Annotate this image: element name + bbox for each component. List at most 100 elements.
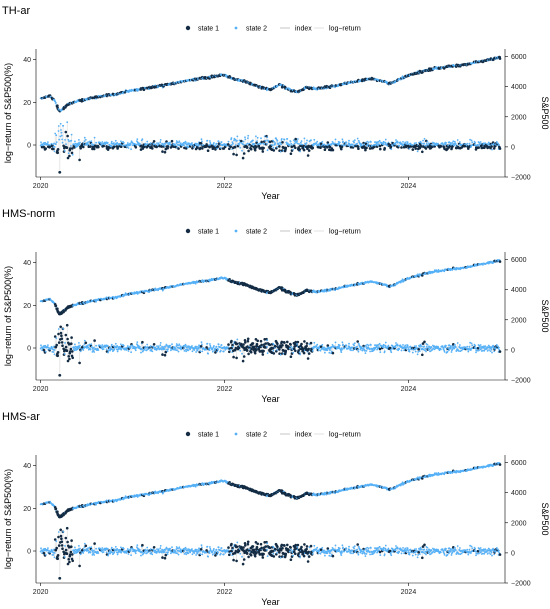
return-point — [87, 346, 90, 349]
return-point — [196, 349, 199, 352]
return-point — [79, 350, 82, 353]
return-point — [136, 138, 139, 141]
y2-tick-label-5: 6000 — [511, 257, 527, 264]
return-point — [289, 343, 292, 346]
return-point — [253, 351, 257, 355]
return-point — [149, 347, 152, 350]
x-axis-label: Year — [261, 394, 279, 404]
return-point — [298, 351, 301, 354]
return-point — [474, 141, 477, 144]
return-point — [453, 144, 456, 147]
return-point — [205, 348, 208, 351]
return-point — [166, 142, 169, 144]
return-point — [101, 344, 104, 346]
return-point — [452, 140, 455, 143]
return-point — [357, 147, 360, 150]
return-point — [490, 145, 493, 148]
return-point — [253, 345, 256, 349]
return-point — [421, 345, 423, 348]
return-point — [169, 344, 172, 347]
return-point — [114, 139, 117, 142]
return-point — [60, 334, 63, 338]
legend-label-4: log−return — [329, 229, 361, 236]
return-point — [305, 344, 308, 348]
return-point — [302, 148, 306, 152]
return-point — [278, 348, 281, 351]
return-point — [288, 144, 291, 147]
return-point — [57, 125, 60, 127]
return-point — [166, 145, 170, 148]
return-point — [286, 142, 289, 145]
return-point — [139, 143, 141, 145]
return-point — [231, 141, 234, 144]
return-point — [193, 349, 196, 351]
return-point — [256, 140, 258, 143]
return-point — [425, 350, 427, 353]
return-point — [315, 142, 318, 145]
return-point — [383, 350, 386, 353]
return-point — [64, 139, 66, 141]
return-point — [413, 345, 416, 348]
return-point — [421, 142, 423, 145]
return-point — [235, 356, 238, 360]
return-point — [66, 156, 70, 160]
return-point — [206, 342, 209, 345]
return-point — [283, 138, 286, 141]
return-point — [55, 141, 58, 144]
return-point — [411, 148, 415, 151]
return-point — [256, 339, 260, 343]
return-point — [384, 341, 387, 344]
return-point — [129, 142, 132, 145]
return-point — [470, 342, 473, 345]
return-point — [292, 148, 294, 151]
return-point — [425, 345, 428, 348]
return-point — [59, 135, 62, 138]
return-point — [233, 139, 235, 142]
return-point — [443, 351, 446, 353]
return-point — [292, 351, 294, 354]
return-point — [105, 348, 108, 351]
return-point — [316, 343, 319, 346]
return-point — [268, 140, 272, 144]
return-point — [238, 142, 241, 144]
return-point — [442, 143, 445, 146]
y-tick-label-3: 40 — [23, 57, 31, 64]
return-point — [292, 144, 296, 148]
return-point — [106, 344, 109, 347]
return-point — [53, 349, 56, 351]
return-point — [303, 340, 306, 343]
return-point — [134, 146, 138, 149]
return-point — [441, 345, 444, 348]
y2-tick-label-5: 6000 — [511, 54, 527, 61]
return-point — [179, 142, 182, 145]
return-point — [113, 348, 116, 351]
return-point — [448, 349, 450, 352]
return-point — [312, 144, 315, 147]
return-point — [296, 142, 299, 145]
return-point — [273, 141, 275, 143]
return-point — [64, 130, 68, 134]
return-point — [236, 139, 238, 142]
return-point — [263, 135, 266, 138]
return-point — [82, 349, 85, 351]
return-point — [120, 343, 122, 346]
return-point — [236, 135, 239, 138]
return-point — [342, 343, 344, 346]
return-point — [414, 350, 417, 353]
return-point — [397, 344, 399, 347]
return-point — [87, 141, 89, 144]
return-point — [67, 152, 70, 155]
return-point — [313, 138, 316, 141]
return-point — [199, 350, 202, 352]
index-point — [56, 104, 59, 107]
return-point — [425, 142, 428, 145]
return-point — [406, 344, 409, 347]
return-point — [55, 337, 58, 340]
return-point — [89, 145, 92, 148]
return-point — [215, 142, 218, 145]
return-point — [113, 142, 115, 144]
return-point — [266, 339, 269, 342]
return-point — [78, 143, 81, 146]
return-point — [97, 349, 100, 351]
return-point — [178, 140, 181, 143]
